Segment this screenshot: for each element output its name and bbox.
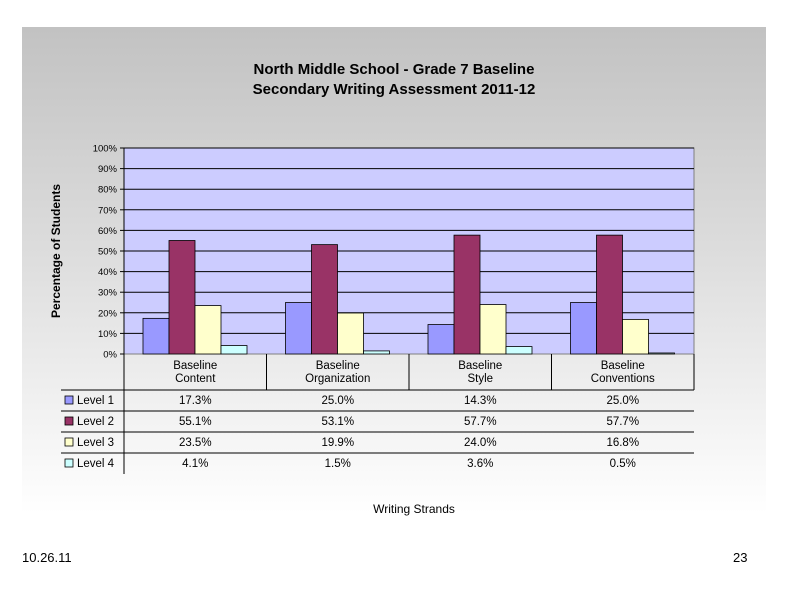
category-label: Style [467, 373, 493, 385]
footer-date: 10.26.11 [22, 550, 72, 565]
y-tick-label: 40% [98, 267, 118, 278]
chart-subtitle: Secondary Writing Assessment 2011-12 [252, 81, 536, 98]
y-tick-label: 10% [98, 329, 118, 340]
y-tick-label: 30% [98, 288, 118, 299]
bar [220, 345, 248, 355]
category-label: Baseline [173, 360, 217, 372]
bar [142, 317, 170, 355]
category-label: Conventions [591, 373, 655, 385]
category-label: Baseline [458, 360, 502, 372]
data-label: 17.3% [179, 395, 212, 407]
data-label: 57.7% [464, 416, 497, 428]
data-label: 53.1% [321, 416, 354, 428]
bar [570, 302, 597, 355]
bar [194, 305, 222, 355]
data-label: 55.1% [179, 416, 212, 428]
data-label: 14.3% [464, 395, 497, 407]
y-tick-label: 100% [93, 144, 118, 155]
category-label: Organization [305, 373, 370, 385]
bar [596, 234, 623, 355]
category-label: Content [175, 373, 216, 385]
y-tick-label: 60% [98, 226, 118, 237]
page-number: 23 [733, 550, 748, 565]
data-label: 1.5% [325, 458, 351, 470]
legend-key [64, 395, 74, 405]
category-label: Baseline [601, 360, 645, 372]
y-tick-label: 50% [98, 247, 118, 258]
data-label: 25.0% [606, 395, 639, 407]
bar [622, 318, 649, 355]
data-label: 4.1% [182, 458, 208, 470]
bar [363, 350, 390, 355]
data-label: 0.5% [610, 458, 636, 470]
data-label: 25.0% [321, 395, 354, 407]
chart-title: North Middle School - Grade 7 Baseline [253, 61, 535, 78]
legend-key [64, 416, 74, 426]
bar [479, 304, 507, 355]
legend-label: Level 2 [77, 416, 114, 428]
bar [337, 312, 364, 355]
y-tick-label: 20% [98, 308, 118, 319]
legend-label: Level 4 [77, 458, 115, 470]
data-label: 57.7% [606, 416, 639, 428]
category-label: Baseline [316, 360, 360, 372]
chart-title-block: North Middle School - Grade 7 Baseline S… [22, 60, 766, 100]
bar [427, 324, 455, 355]
x-axis-label: Writing Strands [373, 502, 455, 516]
bar [285, 302, 312, 355]
data-label: 16.8% [606, 437, 639, 449]
bar [453, 234, 481, 355]
bar [311, 244, 338, 355]
y-tick-label: 80% [98, 185, 118, 196]
y-tick-label: 0% [103, 350, 117, 361]
data-label: 3.6% [467, 458, 493, 470]
data-label: 23.5% [179, 437, 212, 449]
legend-key [64, 437, 74, 447]
bar [168, 240, 196, 355]
bar [648, 352, 675, 355]
y-axis-label: Percentage of Students [49, 184, 63, 318]
legend-label: Level 3 [77, 437, 114, 449]
legend-key [64, 458, 74, 468]
y-tick-label: 70% [98, 205, 118, 216]
data-label: 24.0% [464, 437, 497, 449]
bar [505, 346, 533, 355]
data-label: 19.9% [321, 437, 354, 449]
legend-label: Level 1 [77, 395, 114, 407]
y-tick-label: 90% [98, 164, 118, 175]
